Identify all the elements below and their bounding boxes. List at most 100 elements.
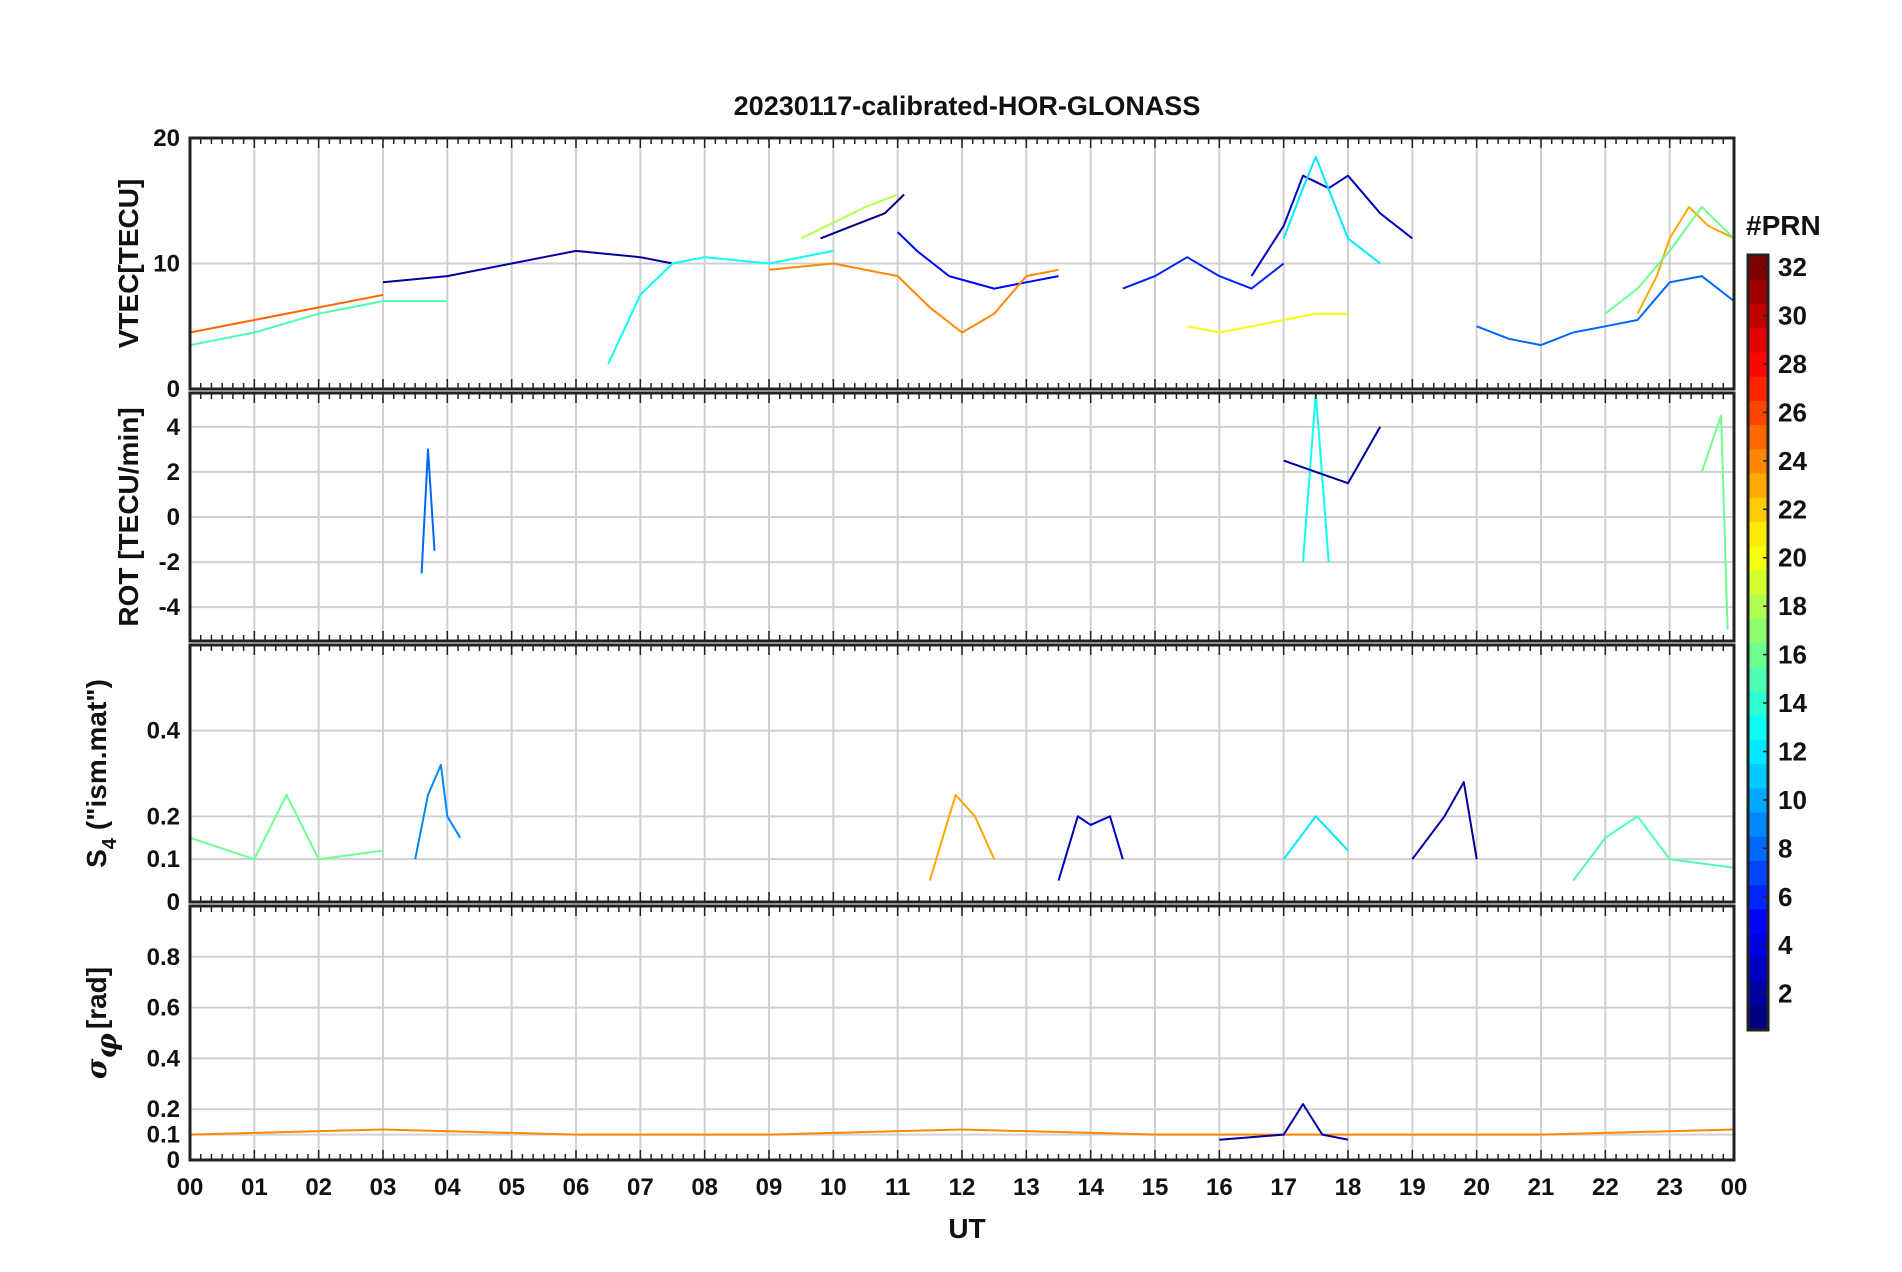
y-axis-label: σφ[rad] bbox=[80, 967, 123, 1079]
colorbar-segment bbox=[1748, 472, 1768, 498]
colorbar-segment bbox=[1748, 594, 1768, 619]
x-tick-label: 13 bbox=[1013, 1174, 1040, 1201]
series-line-prn-16 bbox=[1700, 414, 1729, 630]
x-tick-label: 16 bbox=[1206, 1174, 1233, 1201]
colorbar-segment bbox=[1748, 618, 1768, 643]
x-tick-label: 20 bbox=[1463, 1174, 1490, 1201]
colorbar-frame bbox=[1746, 253, 1770, 1032]
colorbar-segment bbox=[1748, 448, 1768, 474]
series-line-prn-2 bbox=[382, 249, 673, 284]
y-tick-label: 0.1 bbox=[147, 1122, 180, 1149]
colorbar-segment bbox=[1748, 836, 1768, 861]
colorbar-segment bbox=[1748, 376, 1768, 401]
y-tick-label: 0.4 bbox=[147, 718, 181, 745]
colorbar-segment bbox=[1748, 1005, 1768, 1031]
colorbar-tick-label: 6 bbox=[1778, 882, 1792, 912]
colorbar-segment bbox=[1748, 303, 1768, 329]
series-line-prn-3 bbox=[1250, 174, 1413, 277]
series-line-prn-12 bbox=[1282, 155, 1381, 265]
y-tick-label: 0 bbox=[167, 376, 180, 403]
x-tick-label: 11 bbox=[885, 1174, 910, 1201]
series-line-prn-15 bbox=[1572, 815, 1734, 882]
y-tick-label: 10 bbox=[153, 251, 180, 278]
series-line-prn-2 bbox=[1283, 426, 1382, 485]
colorbar-segment bbox=[1748, 908, 1768, 934]
series-line-prn-13 bbox=[1302, 393, 1330, 563]
x-tick-label: 17 bbox=[1270, 1174, 1297, 1201]
colorbar-tick-label: 20 bbox=[1778, 543, 1807, 573]
colorbar-segment bbox=[1748, 763, 1768, 789]
colorbar-tick-label: 8 bbox=[1778, 833, 1792, 863]
x-axis: 00 01 02 03 04 05 06 07 08 09 10 11 12 13 14 15 16 17 18 19… bbox=[177, 1174, 1748, 1201]
colorbar-tick-label: 22 bbox=[1778, 494, 1807, 524]
colorbar-tick-label: 16 bbox=[1778, 640, 1807, 670]
colorbar-segment bbox=[1748, 884, 1768, 910]
series-line-prn-25 bbox=[190, 293, 384, 334]
colorbar-segment bbox=[1748, 981, 1768, 1007]
series-line-prn-8 bbox=[1476, 275, 1734, 347]
y-tick-label: -4 bbox=[159, 594, 181, 621]
series-line-prn-18 bbox=[800, 193, 899, 240]
x-tick-label: 09 bbox=[756, 1174, 783, 1201]
axes-frame bbox=[188, 643, 1736, 904]
y-tick-label: -2 bbox=[159, 549, 180, 576]
series-line-prn-1 bbox=[820, 193, 905, 240]
x-tick-label: 08 bbox=[691, 1174, 718, 1201]
colorbar-segment bbox=[1748, 521, 1768, 547]
y-tick-label: 0 bbox=[167, 889, 180, 916]
panel-vtec: 0 10 20 VTEC[TECU] bbox=[113, 125, 1736, 403]
y-axis-label: S4("ism.mat") bbox=[81, 679, 121, 868]
colorbar-tick-label: 4 bbox=[1778, 930, 1793, 960]
colorbar-tick-label: 28 bbox=[1778, 349, 1807, 379]
series-line-prn-16 bbox=[1604, 206, 1734, 315]
series-line-prn-24 bbox=[190, 1128, 1734, 1136]
figure-title: 20230117-calibrated-HOR-GLONASS bbox=[734, 91, 1201, 121]
x-tick-label: 21 bbox=[1528, 1174, 1555, 1201]
series-line-prn-13 bbox=[607, 249, 834, 365]
y-tick-label: 0.4 bbox=[147, 1045, 181, 1072]
colorbar-segment bbox=[1748, 424, 1768, 450]
colorbar-segment bbox=[1748, 812, 1768, 837]
colorbar-segment bbox=[1748, 255, 1768, 280]
axes-frame bbox=[188, 904, 1736, 1162]
series-line-prn-5 bbox=[897, 231, 1059, 290]
series-line-prn-8 bbox=[420, 448, 436, 574]
colorbar-segment bbox=[1748, 351, 1768, 377]
series-line-prn-2 bbox=[1411, 781, 1478, 860]
x-tick-label: 19 bbox=[1399, 1174, 1426, 1201]
colorbar-segment bbox=[1748, 569, 1768, 595]
x-tick-label: 22 bbox=[1592, 1174, 1619, 1201]
colorbar-segment bbox=[1748, 739, 1768, 765]
y-tick-label: 0.6 bbox=[147, 995, 180, 1022]
colorbar-segment bbox=[1748, 400, 1768, 426]
y-tick-label: 0.2 bbox=[147, 1096, 180, 1123]
x-tick-label: 02 bbox=[305, 1174, 332, 1201]
axes-frame bbox=[188, 136, 1736, 391]
colorbar-segment bbox=[1748, 642, 1768, 668]
colorbar-segment bbox=[1748, 497, 1768, 522]
axes-frame bbox=[188, 391, 1736, 643]
colorbar-segment bbox=[1748, 715, 1768, 740]
x-tick-label: 23 bbox=[1656, 1174, 1683, 1201]
colorbar-segment bbox=[1748, 327, 1768, 353]
x-tick-label: 05 bbox=[498, 1174, 525, 1201]
series-line-prn-9 bbox=[414, 763, 462, 860]
series-line-prn-23 bbox=[928, 793, 996, 881]
series-line-prn-6 bbox=[1122, 256, 1285, 290]
colorbar-tick-label: 30 bbox=[1778, 301, 1807, 331]
x-tick-label: 00 bbox=[1721, 1174, 1748, 1201]
colorbar-segment bbox=[1748, 860, 1768, 886]
x-tick-label: 10 bbox=[820, 1174, 847, 1201]
y-tick-label: 2 bbox=[167, 459, 180, 486]
colorbar-segment bbox=[1748, 787, 1768, 813]
x-tick-label: 03 bbox=[370, 1174, 397, 1201]
colorbar-tick-label: 24 bbox=[1778, 446, 1807, 476]
colorbar-title: #PRN bbox=[1746, 210, 1821, 241]
series-line-prn-24 bbox=[768, 262, 1059, 334]
y-tick-label: 0.1 bbox=[147, 846, 180, 873]
colorbar-segment bbox=[1748, 279, 1768, 304]
series-line-prn-20 bbox=[1187, 312, 1348, 334]
y-tick-label: 0.2 bbox=[147, 803, 180, 830]
x-tick-label: 12 bbox=[949, 1174, 976, 1201]
